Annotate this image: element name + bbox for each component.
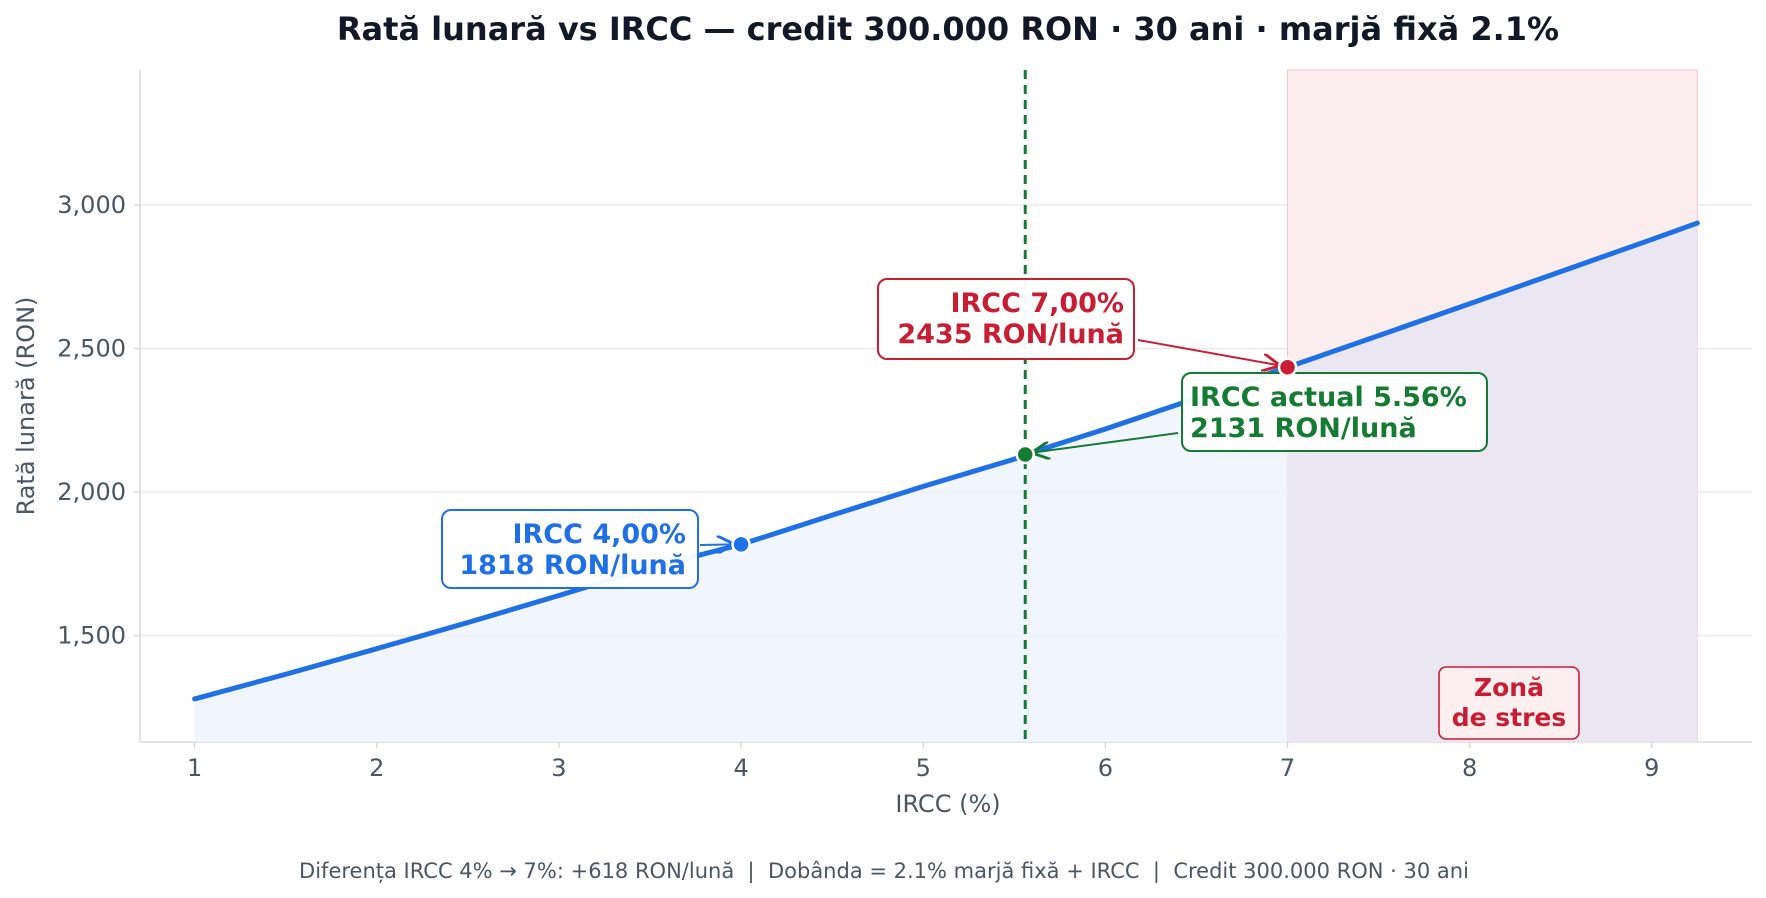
stress-zone-label-line2: de stres	[1452, 703, 1567, 732]
y-tick-label: 3,000	[57, 191, 126, 219]
footer-note: Diferența IRCC 4% → 7%: +618 RON/lună | …	[299, 859, 1469, 884]
annotation-line1-ircc-current: IRCC actual 5.56%	[1190, 382, 1467, 413]
annotation-line2-ircc-current: 2131 RON/lună	[1190, 413, 1417, 444]
annotation-arrow-ircc-7	[1137, 339, 1279, 365]
x-tick-label: 5	[916, 754, 931, 782]
series-line	[192, 220, 1700, 702]
data-point-ircc-4	[731, 534, 751, 555]
annotation-line1-ircc-4: IRCC 4,00%	[512, 519, 686, 550]
x-tick-label: 9	[1644, 754, 1659, 782]
x-tick-label: 1	[187, 754, 202, 782]
y-tick-label: 2,000	[57, 478, 126, 506]
annotation-box-ircc-7	[877, 278, 1135, 360]
x-tick-label: 7	[1280, 754, 1295, 782]
annotation-line2-ircc-7: 2435 RON/lună	[897, 319, 1124, 350]
y-tick-label: 2,500	[57, 335, 126, 363]
plot-area: 1 2 3 4 5 6 7 8 9 1,500 2,000 2,500 3,000 IRCC 4,00%1…	[57, 69, 1752, 782]
annotation-line1-ircc-7: IRCC 7,00%	[950, 288, 1124, 319]
stress-zone-label-box	[1438, 666, 1580, 740]
x-tick-label: 6	[1098, 754, 1113, 782]
y-tick-label: 1,500	[57, 622, 126, 650]
annotation-line2-ircc-4: 1818 RON/lună	[459, 550, 686, 581]
x-axis-label: IRCC (%)	[895, 790, 1000, 818]
x-tick-label: 4	[733, 754, 748, 782]
x-tick-label: 3	[551, 754, 566, 782]
y-axis-label: Rată lunară (RON)	[12, 297, 40, 516]
stress-zone-label-line1: Zonă	[1474, 673, 1544, 702]
data-point-ircc-7	[1277, 357, 1298, 377]
annotation-arrow-ircc-current	[1033, 432, 1179, 453]
annotation-box-ircc-current	[1181, 372, 1488, 452]
x-tick-label: 2	[369, 754, 384, 782]
data-point-ircc-current	[1015, 444, 1035, 465]
stress-zone-overlap	[1287, 223, 1698, 743]
annotation-box-ircc-4	[441, 509, 699, 589]
x-tick-label: 8	[1462, 754, 1477, 782]
annotation-arrow-ircc-4	[699, 544, 733, 545]
chart-title: Rată lunară vs IRCC — credit 300.000 RON…	[337, 10, 1559, 48]
